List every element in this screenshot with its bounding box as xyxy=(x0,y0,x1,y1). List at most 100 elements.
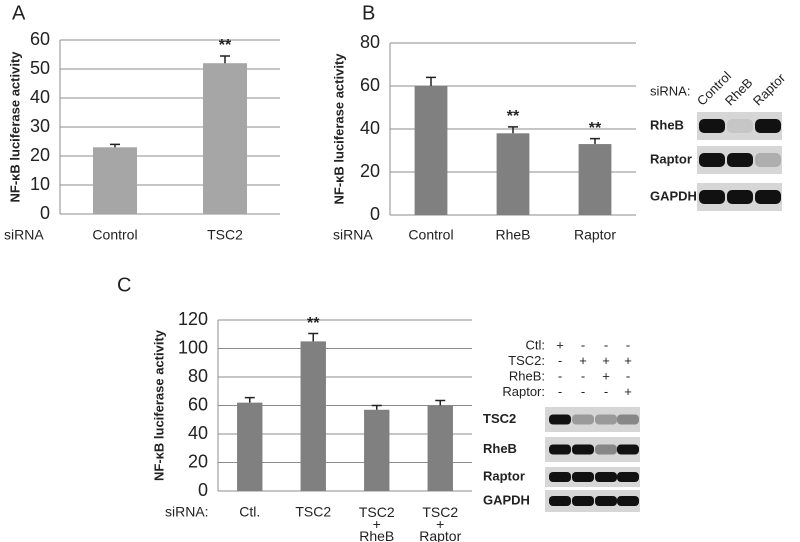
y-tick-label: 0 xyxy=(198,480,208,500)
x-tick-line: + xyxy=(373,516,381,532)
band xyxy=(549,414,571,425)
row-label: GAPDH xyxy=(483,492,530,507)
y-tick-label: 20 xyxy=(30,145,50,165)
x-tick-line: Raptor xyxy=(419,528,461,542)
error-bar xyxy=(435,399,446,406)
x-axis-label: siRNA: xyxy=(165,504,209,520)
condition-sign: - xyxy=(558,368,562,383)
band xyxy=(755,119,781,133)
band xyxy=(727,190,753,204)
row-label: TSC2 xyxy=(483,411,516,426)
band xyxy=(699,190,725,204)
x-tick-label: TSC2 + RheB xyxy=(359,504,395,542)
y-tick-label: 80 xyxy=(188,366,208,386)
row-label: GAPDH xyxy=(650,188,697,203)
condition-sign: - xyxy=(581,337,585,352)
y-tick-label: 60 xyxy=(360,75,380,95)
row-label: RheB xyxy=(650,117,684,132)
condition-label: RheB: xyxy=(509,368,545,383)
bar xyxy=(578,144,612,215)
condition-sign: - xyxy=(581,368,585,383)
condition-sign: - xyxy=(604,337,608,352)
condition-sign: + xyxy=(556,337,564,352)
significance: ** xyxy=(507,108,520,125)
condition-label: Raptor: xyxy=(502,384,545,399)
condition-sign: - xyxy=(558,384,562,399)
y-axis-label: NF-κB luciferase activity xyxy=(7,51,22,203)
band xyxy=(572,444,594,455)
bar xyxy=(364,409,390,491)
band xyxy=(549,496,571,506)
condition-sign: - xyxy=(604,384,608,399)
band xyxy=(572,414,594,425)
condition-sign: + xyxy=(579,353,587,368)
row-label: Raptor xyxy=(650,151,692,166)
band xyxy=(727,153,753,167)
band xyxy=(617,414,639,425)
lane-label: Raptor xyxy=(750,70,789,109)
significance: ** xyxy=(219,37,232,54)
y-tick-label: 40 xyxy=(360,118,380,138)
band xyxy=(617,496,639,506)
significance: ** xyxy=(589,120,602,137)
y-tick-label: 120 xyxy=(178,309,208,329)
bar xyxy=(93,147,137,214)
y-axis-label: NF-κB luciferase activity xyxy=(151,329,166,481)
x-tick-line: RheB xyxy=(359,528,394,542)
x-tick-label: TSC2 xyxy=(207,227,243,243)
error-bar xyxy=(308,332,319,342)
band xyxy=(755,153,781,167)
x-tick-line: TSC2 xyxy=(422,504,458,520)
row-label: RheB xyxy=(483,441,517,456)
y-axis-label: NF-κB luciferase activity xyxy=(331,53,346,205)
y-tick-label: 80 xyxy=(360,32,380,52)
bar xyxy=(414,86,448,215)
bar xyxy=(237,402,263,491)
significance: ** xyxy=(307,315,320,332)
y-tick-label: 40 xyxy=(188,423,208,443)
condition-sign: + xyxy=(602,368,610,383)
y-tick-label: 0 xyxy=(370,204,380,224)
x-tick-line: TSC2 xyxy=(359,504,395,520)
y-tick-label: 40 xyxy=(30,87,50,107)
band xyxy=(595,444,617,455)
condition-sign: + xyxy=(624,384,632,399)
y-tick-label: 60 xyxy=(188,394,208,414)
band xyxy=(699,119,725,133)
band xyxy=(617,472,639,482)
band xyxy=(549,472,571,482)
condition-sign: - xyxy=(626,368,630,383)
y-tick-label: 100 xyxy=(178,337,208,357)
bar xyxy=(427,405,453,491)
error-bar xyxy=(426,76,436,86)
band xyxy=(572,472,594,482)
band xyxy=(699,153,725,167)
x-tick-label: Ctl. xyxy=(239,504,260,520)
x-tick-label: TSC2 + Raptor xyxy=(419,504,461,542)
bar xyxy=(300,341,326,491)
x-tick-line: + xyxy=(436,516,444,532)
x-tick-label: TSC2 xyxy=(295,504,331,520)
condition-sign: - xyxy=(626,337,630,352)
error-bar xyxy=(244,396,255,403)
y-tick-label: 50 xyxy=(30,58,50,78)
x-axis-label: siRNA xyxy=(333,227,373,243)
x-tick-label: RheB xyxy=(495,227,530,243)
error-bar xyxy=(371,404,382,410)
y-tick-label: 0 xyxy=(40,203,50,223)
panel-letter: C xyxy=(117,274,131,296)
x-tick-label: Control xyxy=(92,227,137,243)
x-axis-label: siRNA xyxy=(4,227,44,243)
condition-sign: - xyxy=(581,384,585,399)
condition-sign: - xyxy=(558,353,562,368)
error-bar xyxy=(508,126,518,134)
error-bar xyxy=(590,137,600,145)
band xyxy=(572,496,594,506)
blot-header: siRNA: xyxy=(650,83,690,98)
condition-sign: + xyxy=(602,353,610,368)
condition-label: Ctl: xyxy=(526,337,546,352)
x-tick-label: Control xyxy=(408,227,453,243)
condition-label: TSC2: xyxy=(508,353,545,368)
band xyxy=(755,190,781,204)
